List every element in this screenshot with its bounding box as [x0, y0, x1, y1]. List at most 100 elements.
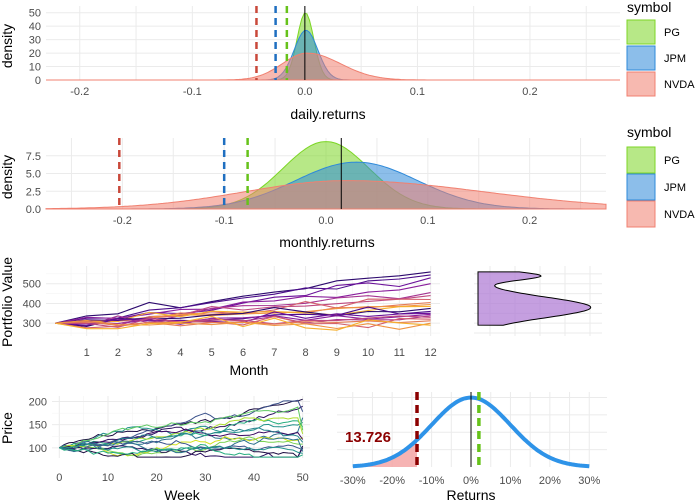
monthly-returns-xlabel: monthly.returns — [279, 234, 374, 250]
daily-legend-label-pg: PG — [664, 27, 680, 39]
price-path — [59, 440, 303, 452]
y-tick-label: 5.0 — [26, 169, 41, 181]
x-tick-label: -30% — [340, 475, 366, 487]
y-tick-label: 10 — [29, 62, 41, 74]
price-path — [59, 443, 303, 454]
x-tick-label: 0.1 — [410, 86, 425, 98]
price-path — [59, 428, 304, 450]
daily-returns-ylabel: density — [0, 24, 15, 68]
density-area-nvda — [45, 180, 607, 210]
portfolio-path — [55, 319, 431, 330]
daily-legend-title: symbol — [627, 0, 671, 15]
y-tick-label: 20 — [29, 48, 41, 60]
x-tick-label: 20% — [539, 475, 561, 487]
portfolio-path — [55, 315, 431, 328]
daily-legend-label-jpm: JPM — [664, 53, 686, 65]
portfolio-density-area — [477, 271, 592, 326]
y-tick-label: 200 — [29, 397, 47, 409]
monthly-legend-key-nvda — [626, 200, 656, 228]
x-tick-label: 0.2 — [522, 86, 537, 98]
monthly-legend-key-pg — [626, 146, 656, 174]
portfolio-path — [55, 315, 431, 329]
x-tick-label: -20% — [379, 475, 405, 487]
y-tick-label: 300 — [23, 318, 41, 330]
x-tick-label: 11 — [394, 347, 405, 359]
x-tick-label: -0.2 — [113, 215, 132, 227]
density-area-nvda — [46, 52, 620, 81]
x-tick-label: -0.1 — [183, 86, 202, 98]
price-ylabel: Price — [0, 412, 15, 444]
monthly-legend: symbol PG JPM NVDA — [626, 124, 695, 228]
x-tick-label: 9 — [334, 347, 340, 359]
x-tick-label: 0% — [463, 475, 479, 487]
returns-panel: -30% -20% -10% 0% 10% 20% 30% 13.726 Returns — [337, 392, 607, 503]
portfolio-path — [55, 292, 431, 327]
x-tick-label: 40 — [248, 472, 260, 484]
x-tick-label: 20 — [151, 472, 163, 484]
daily-legend-key-jpm — [626, 45, 656, 71]
x-tick-label: 10 — [102, 472, 114, 484]
x-tick-label: 50 — [297, 472, 309, 484]
price-path — [59, 399, 304, 450]
y-tick-label: 7.5 — [26, 151, 41, 163]
x-tick-label: 4 — [177, 347, 183, 359]
portfolio-side-density — [474, 266, 602, 336]
x-tick-label: 0.1 — [420, 215, 435, 227]
y-tick-label: 40 — [29, 21, 41, 33]
portfolio-path — [55, 305, 431, 324]
var-annotation: 13.726 — [345, 429, 391, 446]
x-tick-label: 0.0 — [318, 215, 333, 227]
x-tick-label: 7 — [271, 347, 277, 359]
returns-xlabel: Returns — [446, 487, 495, 503]
x-tick-label: 30 — [199, 472, 211, 484]
daily-legend-key-nvda — [626, 71, 656, 97]
price-path — [59, 427, 304, 453]
x-tick-label: 3 — [146, 347, 152, 359]
portfolio-path — [55, 315, 431, 331]
y-tick-label: 500 — [23, 279, 41, 291]
x-tick-label: 2 — [115, 347, 121, 359]
x-tick-label: 30% — [578, 475, 600, 487]
daily-legend: symbol PG JPM NVDA — [626, 0, 695, 97]
x-tick-label: -0.2 — [70, 86, 89, 98]
portfolio-xlabel: Month — [230, 362, 269, 378]
monthly-returns-panel: 0.0 2.5 5.0 7.5 -0.2 -0.1 0.0 0.1 0.2 monthly.r… — [0, 124, 695, 250]
x-tick-label: -0.1 — [215, 215, 234, 227]
y-tick-label: 2.5 — [26, 186, 41, 198]
portfolio-ylabel: Portfolio Value — [0, 257, 15, 347]
price-path — [59, 437, 304, 454]
monthly-legend-key-jpm — [626, 173, 656, 201]
x-tick-label: 0 — [56, 472, 62, 484]
x-tick-label: 0.2 — [522, 215, 537, 227]
x-tick-label: 8 — [302, 347, 308, 359]
price-panel: 100 150 200 0 10 20 30 40 50 Week Price — [0, 396, 310, 503]
x-tick-label: 5 — [209, 347, 215, 359]
monthly-legend-label-nvda: NVDA — [664, 209, 695, 221]
monthly-legend-title: symbol — [627, 124, 671, 140]
price-xlabel: Week — [164, 487, 201, 503]
x-tick-label: 12 — [424, 347, 436, 359]
y-tick-label: 100 — [29, 443, 47, 455]
var-tail-area — [352, 439, 418, 467]
price-path — [59, 406, 304, 449]
y-tick-label: 400 — [23, 298, 41, 310]
y-tick-label: 30 — [29, 35, 41, 47]
price-path — [59, 445, 304, 458]
daily-legend-key-pg — [626, 19, 656, 45]
daily-returns-xlabel: daily.returns — [290, 106, 365, 122]
x-tick-label: 6 — [240, 347, 246, 359]
monthly-returns-ylabel: density — [0, 155, 15, 199]
portfolio-path — [55, 271, 431, 324]
y-tick-label: 50 — [29, 8, 41, 20]
price-path — [59, 421, 303, 449]
x-tick-label: 1 — [84, 347, 90, 359]
y-tick-label: 0 — [35, 75, 41, 87]
y-tick-label: 150 — [29, 420, 47, 432]
x-tick-label: -10% — [419, 475, 445, 487]
portfolio-path — [55, 306, 431, 324]
x-tick-label: 10% — [499, 475, 521, 487]
price-path — [59, 445, 304, 458]
